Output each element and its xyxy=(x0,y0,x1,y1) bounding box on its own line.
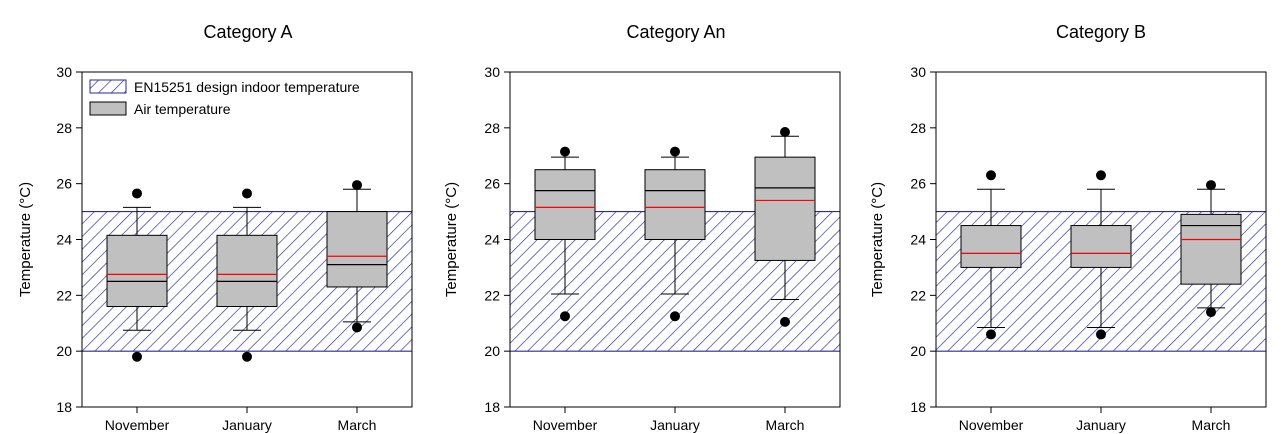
x-tick-label: March xyxy=(338,417,377,433)
y-tick-label: 22 xyxy=(56,287,72,303)
outlier-point xyxy=(352,322,362,333)
outlier-point xyxy=(670,311,680,322)
y-tick-label: 20 xyxy=(484,343,500,359)
outlier-point xyxy=(1096,329,1106,340)
chart-panel-1: Category A 18 20 22 24 26 28 30 Temperature (°C)… xyxy=(17,22,413,433)
y-tick-label: 28 xyxy=(484,120,500,136)
y-tick-label: 24 xyxy=(910,232,926,248)
box-january xyxy=(216,188,278,362)
outlier-point xyxy=(1096,170,1106,181)
box-body xyxy=(216,234,278,307)
outlier-point xyxy=(1206,307,1216,318)
legend-swatch-design-band xyxy=(89,79,127,94)
chart-panel-2: Category An 18 20 22 24 26 28 30 Temperature (°C… xyxy=(443,22,841,433)
y-tick-label: 22 xyxy=(484,287,500,303)
chart-title: Category B xyxy=(1056,22,1146,42)
y-tick-label: 24 xyxy=(56,232,72,248)
outlier-point xyxy=(1206,180,1216,191)
x-tick-label: January xyxy=(222,417,272,433)
box-march xyxy=(754,127,816,327)
x-tick-label: November xyxy=(533,417,598,433)
box-january xyxy=(644,146,706,322)
outlier-point xyxy=(132,351,142,362)
y-tick-label: 22 xyxy=(910,287,926,303)
box-body xyxy=(1180,213,1242,285)
y-tick-label: 26 xyxy=(484,176,500,192)
outlier-point xyxy=(132,188,142,199)
chart-title: Category A xyxy=(203,22,292,42)
outlier-point xyxy=(352,180,362,191)
outlier-point xyxy=(242,188,252,199)
y-tick-label: 20 xyxy=(56,343,72,359)
outlier-point xyxy=(560,146,570,157)
x-tick-label: January xyxy=(650,417,700,433)
y-tick-label: 28 xyxy=(56,120,72,136)
y-tick-label: 18 xyxy=(910,399,926,415)
chart-title: Category An xyxy=(626,22,725,42)
x-tick-label: November xyxy=(105,417,170,433)
outlier-point xyxy=(780,127,790,138)
x-tick-label: November xyxy=(959,417,1024,433)
box-body xyxy=(326,211,388,288)
legend-label-design-band: EN15251 design indoor temperature xyxy=(134,79,360,95)
x-tick-label: January xyxy=(1076,417,1126,433)
box-november xyxy=(960,170,1022,340)
outlier-point xyxy=(242,351,252,362)
box-march xyxy=(1180,180,1242,318)
y-tick-label: 20 xyxy=(910,343,926,359)
outlier-point xyxy=(560,311,570,322)
box-november xyxy=(534,146,596,322)
outlier-point xyxy=(670,146,680,157)
chart-panel-3: Category B 18 20 22 24 26 28 30 Temperature (°C)… xyxy=(869,22,1267,433)
box-body xyxy=(754,156,816,261)
box-body xyxy=(644,169,706,240)
legend-label-air: Air temperature xyxy=(134,101,231,117)
y-tick-label: 28 xyxy=(910,120,926,136)
y-tick-label: 18 xyxy=(56,399,72,415)
y-tick-label: 30 xyxy=(910,64,926,80)
outlier-point xyxy=(780,316,790,327)
legend: EN15251 design indoor temperature Air tem… xyxy=(89,79,360,117)
y-tick-label: 26 xyxy=(910,176,926,192)
y-tick-label: 18 xyxy=(484,399,500,415)
y-tick-label: 30 xyxy=(56,64,72,80)
y-tick-label: 24 xyxy=(484,232,500,248)
x-tick-label: March xyxy=(1192,417,1231,433)
box-body xyxy=(534,169,596,240)
box-march xyxy=(326,180,388,333)
box-november xyxy=(106,188,168,362)
y-axis-label: Temperature (°C) xyxy=(443,182,460,297)
box-body xyxy=(106,234,168,307)
y-axis-label: Temperature (°C) xyxy=(17,182,34,297)
box-body xyxy=(960,225,1022,268)
legend-swatch-air xyxy=(89,101,127,116)
y-axis-label: Temperature (°C) xyxy=(869,182,886,297)
box-body xyxy=(1070,225,1132,268)
y-tick-label: 30 xyxy=(484,64,500,80)
outlier-point xyxy=(986,329,996,340)
x-tick-label: March xyxy=(766,417,805,433)
y-tick-label: 26 xyxy=(56,176,72,192)
box-january xyxy=(1070,170,1132,340)
outlier-point xyxy=(986,170,996,181)
